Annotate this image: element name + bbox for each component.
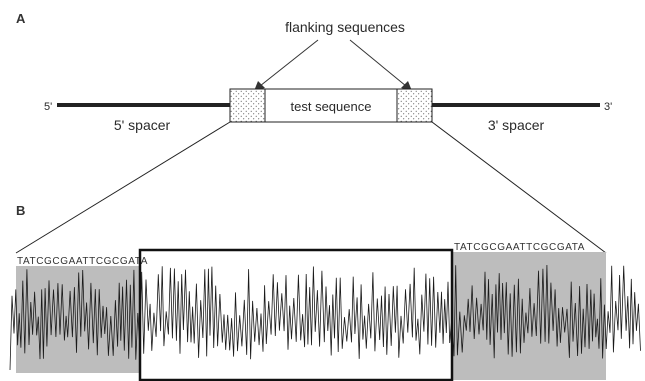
- trace-path: [9, 264, 641, 371]
- zoom-line-right: [431, 121, 607, 254]
- test-sequence-label: test sequence: [291, 99, 372, 114]
- test-region-frame: [138, 248, 454, 381]
- panel-label-a: A: [16, 11, 26, 26]
- zoom-line-left: [15, 121, 231, 254]
- flank-box-right: [396, 88, 433, 123]
- flank-sequence-right: TATCGCGAATTCGCGATA: [454, 242, 585, 253]
- panel-label-b: B: [16, 203, 25, 218]
- callout-arrow-left: [259, 39, 319, 87]
- callout-arrow-right: [349, 39, 407, 87]
- spacer-3-label: 3' spacer: [488, 117, 545, 133]
- test-sequence-box: [264, 88, 398, 123]
- five-prime-end-label: 5': [44, 101, 52, 113]
- flank-box-left: [229, 88, 266, 123]
- chromatogram-trace: [9, 264, 641, 371]
- flanking-sequences-label: flanking sequences: [285, 19, 405, 35]
- spacer-5-label: 5' spacer: [114, 117, 171, 133]
- flank-sequence-left: TATCGCGAATTCGCGATA: [17, 256, 148, 267]
- three-prime-end-label: 3': [604, 101, 612, 113]
